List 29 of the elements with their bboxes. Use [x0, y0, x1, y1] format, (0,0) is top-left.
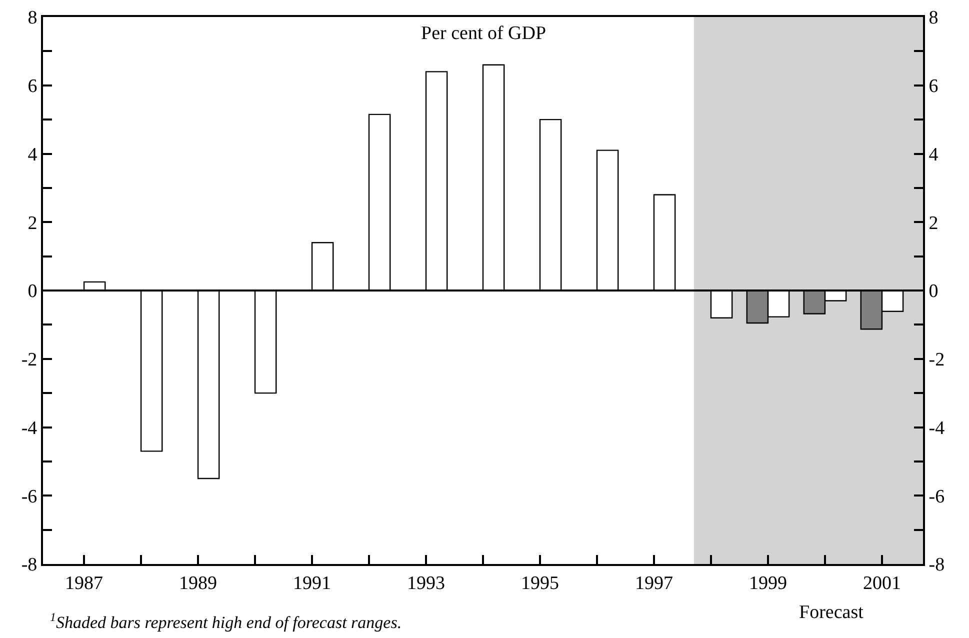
y2-tick-label: 0 [928, 281, 938, 302]
y-tick-label: -4 [21, 418, 38, 439]
y-tick-label: -2 [21, 350, 38, 371]
y2-tick-label: -4 [928, 418, 946, 439]
x-tick-label: 1989 [179, 572, 218, 594]
y-tick-label: 0 [28, 281, 38, 302]
y2-tick-label: -8 [928, 554, 945, 576]
y2-tick-label: 2 [928, 212, 938, 234]
chart-title: Per cent of GDP [421, 23, 546, 44]
text: $^{1}$Shaded bars represent high end of forecast ranges. [50, 610, 402, 632]
x-tick-label: 2001 [862, 572, 901, 594]
x-tick-label: 1993 [407, 572, 446, 594]
y-tick-label: -6 [21, 486, 38, 508]
band-label: Forecast [799, 602, 864, 623]
y2-tick-label: -2 [928, 350, 945, 371]
y-tick-label: -8 [21, 554, 38, 576]
y-tick-label: 2 [28, 212, 38, 234]
y2-tick-label: 6 [928, 76, 938, 98]
x-tick-label: 1991 [293, 572, 332, 594]
y2-tick-label: 4 [928, 144, 939, 166]
x-tick-label: 1987 [65, 572, 104, 594]
y2-tick-label: 8 [928, 8, 938, 29]
y-tick-label: 8 [28, 8, 38, 29]
y2-tick-label: -6 [928, 486, 945, 508]
y-tick-label: 4 [28, 144, 38, 166]
x-tick-label: 1999 [748, 572, 787, 594]
x-tick-label: 1997 [634, 572, 673, 594]
x-tick-label: 1995 [520, 572, 559, 594]
y-tick-label: 6 [28, 76, 38, 98]
